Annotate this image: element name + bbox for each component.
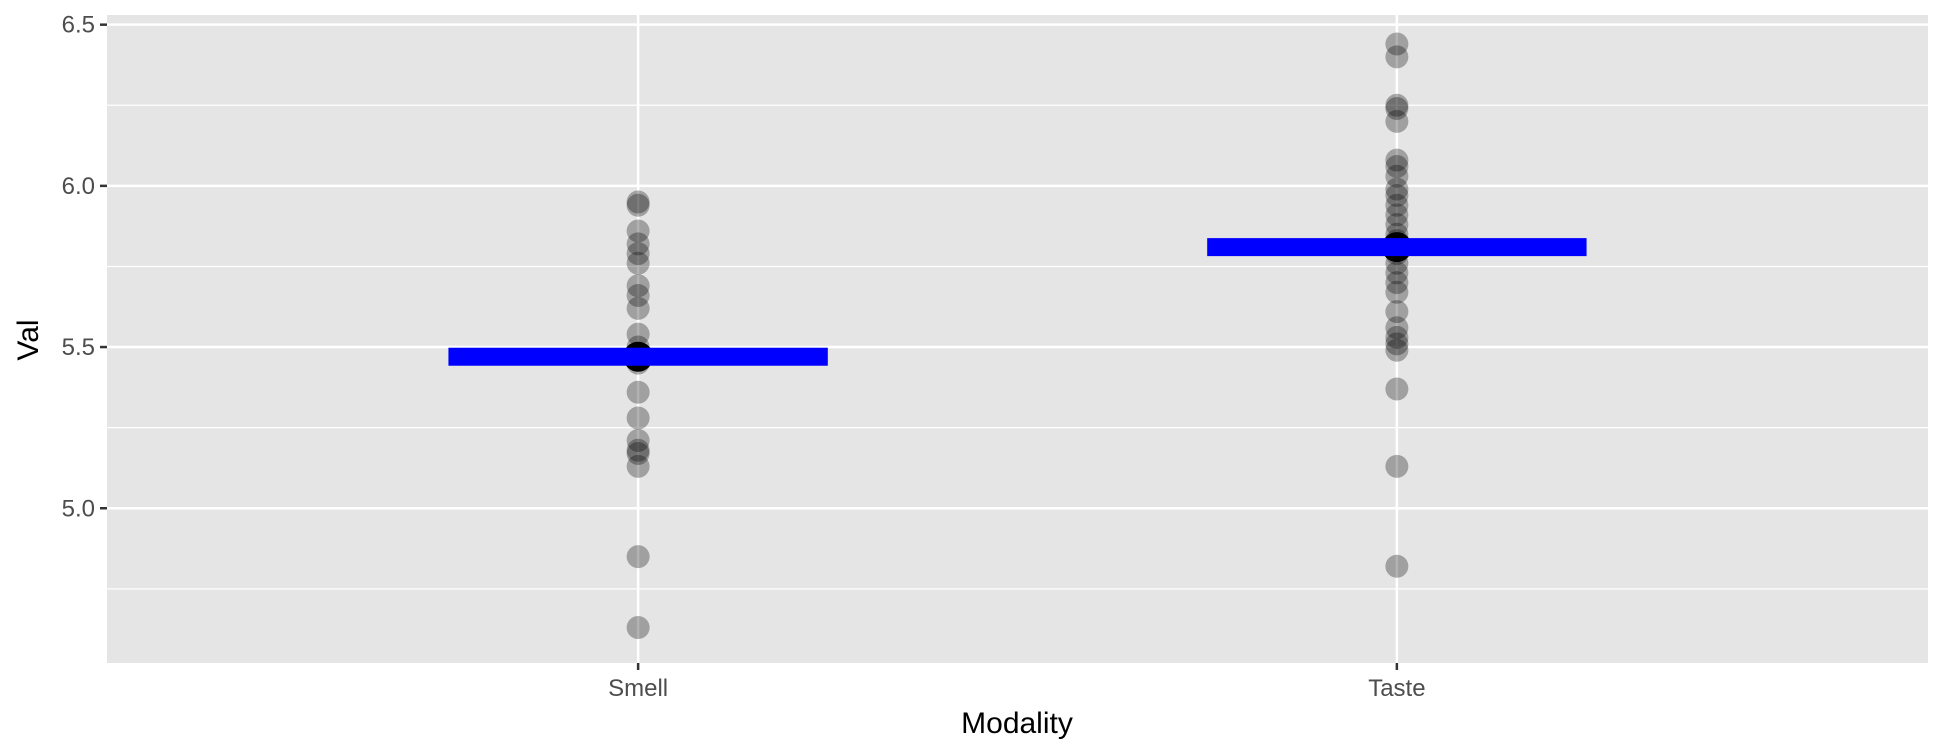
data-point (626, 274, 650, 298)
data-point (626, 242, 650, 266)
data-point (1385, 554, 1409, 578)
data-point (1385, 261, 1409, 285)
plot-panel (107, 15, 1928, 663)
data-point (626, 454, 650, 478)
grid-minor (107, 104, 1928, 590)
data-point (626, 232, 650, 256)
mean-bar (1207, 238, 1587, 257)
data-point (626, 219, 650, 243)
data-point (1385, 454, 1409, 478)
data-point (626, 190, 650, 214)
data-point (1385, 164, 1409, 188)
data-point (626, 441, 650, 465)
data-point (1385, 203, 1409, 227)
y-tick-label: 6.5 (62, 12, 95, 39)
data-point (626, 616, 650, 640)
data-point (1385, 300, 1409, 324)
x-tick-label: Taste (1368, 675, 1425, 702)
x-axis: Smell Taste (608, 663, 1426, 702)
data-point (1385, 280, 1409, 304)
data-point (626, 296, 650, 320)
y-tick-label: 6.0 (62, 173, 95, 200)
y-tick-label: 5.0 (62, 495, 95, 522)
x-tick-label: Smell (608, 675, 668, 702)
data-point (626, 545, 650, 569)
data-point (1385, 271, 1409, 295)
data-point (1385, 213, 1409, 237)
data-point (626, 251, 650, 275)
data-point (1385, 109, 1409, 133)
data-point (626, 193, 650, 217)
data-point (626, 406, 650, 430)
mean-bar (448, 347, 828, 366)
data-point (1385, 45, 1409, 69)
data-point (1385, 332, 1409, 356)
data-point (626, 438, 650, 462)
y-axis-title: Val (12, 319, 45, 360)
data-point (1385, 32, 1409, 56)
data-point (1385, 184, 1409, 208)
data-point (626, 322, 650, 346)
y-axis: 5.0 5.5 6.0 6.5 (62, 12, 107, 522)
data-point (626, 380, 650, 404)
data-point (1385, 148, 1409, 172)
data-point (1385, 193, 1409, 217)
data-point (626, 283, 650, 307)
data-point (1385, 93, 1409, 117)
data-point (1385, 316, 1409, 340)
data-point (1385, 155, 1409, 179)
x-axis-title: Modality (961, 707, 1073, 740)
data-point (1385, 96, 1409, 120)
data-point (1385, 377, 1409, 401)
data-point (1385, 177, 1409, 201)
data-point (1385, 325, 1409, 349)
data-point (626, 429, 650, 453)
grid-major (107, 15, 1928, 663)
data-point (1385, 338, 1409, 362)
mean-bars (448, 238, 1587, 366)
y-tick-label: 5.5 (62, 334, 95, 361)
